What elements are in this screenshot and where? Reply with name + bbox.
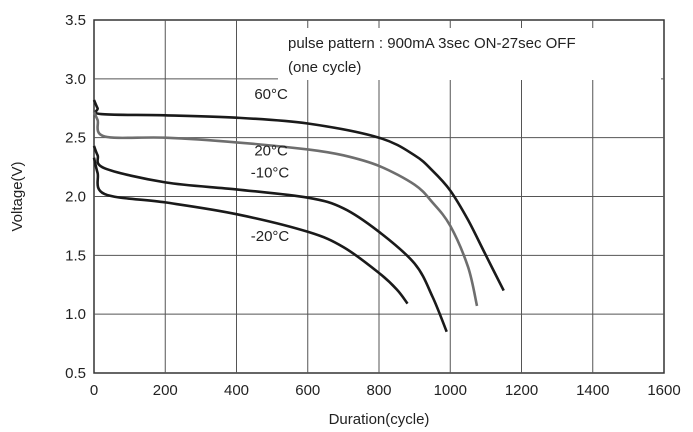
- y-tick-label: 1.5: [65, 247, 86, 264]
- grid: [94, 20, 664, 373]
- x-tick-label: 600: [295, 382, 320, 399]
- series-label-2: -10°C: [251, 165, 290, 182]
- series-label-1: 20°C: [254, 142, 288, 159]
- series-line-3: [92, 157, 409, 305]
- tick-labels: 0 200 400 600 800 1000 1200 1400 1600 0.5 1.0 1.5 2.…: [65, 12, 681, 399]
- x-tick-label: 1400: [576, 382, 609, 399]
- series-line-1: [92, 111, 479, 307]
- series-label-3: -20°C: [251, 228, 290, 245]
- annotation-background: [278, 28, 661, 80]
- series-lines: [92, 99, 505, 333]
- y-axis-label: Voltage(V): [9, 161, 26, 231]
- series-line-2: [92, 145, 448, 333]
- x-tick-label: 800: [366, 382, 391, 399]
- x-axis-label: Duration(cycle): [329, 411, 430, 428]
- y-tick-label: 2.5: [65, 130, 86, 147]
- annotation-line-1: pulse pattern : 900mA 3sec ON-27sec OFF: [288, 35, 576, 52]
- annotation-line-2: (one cycle): [288, 59, 361, 76]
- y-tick-label: 3.0: [65, 71, 86, 88]
- y-tick-label: 0.5: [65, 365, 86, 382]
- y-tick-label: 1.0: [65, 306, 86, 323]
- x-tick-label: 200: [153, 382, 178, 399]
- annotation-box: pulse pattern : 900mA 3sec ON-27sec OFF …: [278, 28, 661, 80]
- y-tick-label: 2.0: [65, 189, 86, 206]
- series-label-0: 60°C: [254, 86, 288, 103]
- x-tick-label: 1200: [505, 382, 538, 399]
- x-tick-label: 1000: [434, 382, 467, 399]
- series-labels: 60°C 20°C -10°C -20°C: [251, 86, 290, 245]
- x-tick-label: 1600: [647, 382, 680, 399]
- y-tick-label: 3.5: [65, 12, 86, 29]
- x-tick-label: 0: [90, 382, 98, 399]
- series-line-0: [92, 99, 505, 292]
- x-tick-label: 400: [224, 382, 249, 399]
